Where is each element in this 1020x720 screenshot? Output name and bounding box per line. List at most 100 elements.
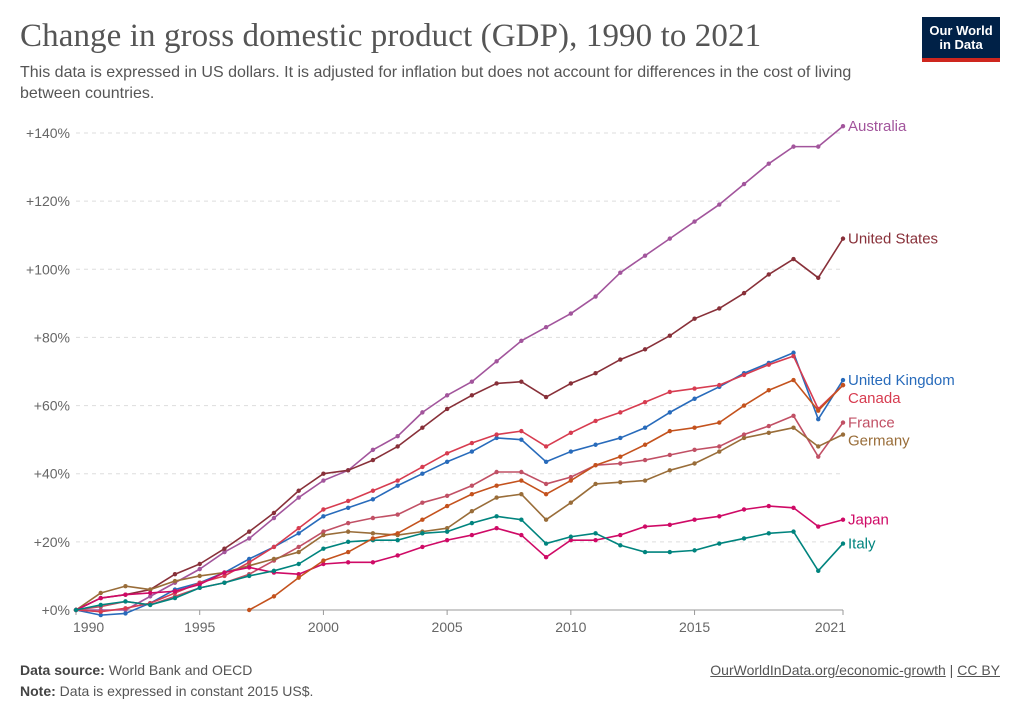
- series-point: [321, 478, 326, 483]
- series-point: [395, 444, 400, 449]
- series-point: [741, 435, 747, 441]
- series-point: [73, 607, 79, 613]
- series-point: [791, 425, 796, 430]
- series-point: [246, 565, 252, 570]
- series-point: [618, 357, 623, 362]
- series-point: [692, 447, 697, 453]
- series-point: [222, 580, 227, 585]
- series-point: [717, 449, 722, 454]
- series-point: [568, 381, 574, 386]
- series-point: [618, 410, 623, 415]
- series-point: [197, 585, 202, 591]
- series-point: [717, 514, 722, 519]
- series-point: [494, 514, 499, 519]
- series-point: [717, 420, 722, 425]
- series-point: [519, 478, 524, 483]
- series-point: [766, 531, 771, 536]
- license-link[interactable]: CC BY: [957, 662, 1000, 678]
- series-point: [618, 454, 623, 459]
- series-point: [494, 435, 499, 441]
- series-point: [148, 602, 153, 608]
- series-point: [469, 520, 475, 526]
- series-point: [543, 325, 549, 330]
- series-point: [568, 478, 574, 483]
- series-point: [321, 471, 326, 476]
- series-point: [345, 468, 351, 473]
- series-point: [766, 503, 771, 509]
- series-point: [321, 561, 326, 567]
- economic-growth-link[interactable]: OurWorldInData.org/economic-growth: [710, 662, 946, 678]
- series-point: [692, 386, 697, 391]
- series-point: [296, 526, 301, 531]
- series-point: [494, 469, 499, 475]
- series-point: [543, 444, 549, 449]
- series-point: [568, 537, 574, 543]
- series-point: [741, 507, 747, 512]
- series-point: [246, 560, 252, 565]
- series-point: [840, 377, 846, 383]
- series-label: Italy: [848, 536, 876, 553]
- series-point: [692, 461, 697, 466]
- series-point: [692, 219, 697, 224]
- series-point: [568, 534, 574, 539]
- series-point: [791, 350, 796, 355]
- series-point: [791, 353, 796, 359]
- series-point: [222, 570, 227, 575]
- series-point: [444, 537, 450, 543]
- x-tick-label: 2010: [555, 619, 586, 635]
- series-label: United Kingdom: [848, 372, 955, 389]
- series-point: [519, 379, 524, 384]
- series-point: [469, 532, 475, 538]
- y-tick-label: +60%: [34, 398, 70, 414]
- series-point: [370, 515, 376, 521]
- series-point: [420, 410, 425, 415]
- owid-logo[interactable]: Our World in Data: [922, 17, 1000, 62]
- y-tick-label: +100%: [26, 261, 70, 277]
- series-point: [741, 372, 747, 378]
- series-point: [98, 590, 103, 596]
- series-point: [667, 410, 673, 415]
- series-point: [420, 471, 425, 476]
- y-tick-label: +40%: [34, 466, 70, 482]
- series-point: [642, 399, 648, 405]
- chart-title: Change in gross domestic product (GDP), …: [20, 18, 762, 54]
- logo-line-2: in Data: [939, 36, 983, 52]
- series-point: [618, 543, 623, 548]
- series-point: [642, 425, 648, 430]
- series-point: [791, 413, 796, 418]
- series-point: [370, 457, 376, 463]
- series-point: [692, 548, 697, 553]
- series-point: [543, 459, 549, 464]
- series-point: [296, 544, 301, 550]
- note-label: Note:: [20, 683, 56, 699]
- series-point: [667, 549, 673, 555]
- series-point: [816, 144, 821, 149]
- y-tick-label: +0%: [42, 602, 70, 618]
- series-point: [296, 495, 301, 500]
- series-point: [766, 423, 771, 429]
- series-point: [692, 396, 697, 401]
- series-point: [395, 537, 400, 543]
- series-point: [593, 294, 598, 299]
- data-source-text: World Bank and OECD: [108, 662, 253, 678]
- series-point: [271, 556, 277, 562]
- series-point: [370, 560, 376, 565]
- series-point: [420, 464, 425, 470]
- series-point: [321, 529, 326, 534]
- series-point: [222, 549, 227, 555]
- series-point: [840, 123, 846, 129]
- series-point: [271, 544, 277, 550]
- series-point: [543, 481, 549, 487]
- series-point: [148, 594, 153, 599]
- x-tick-label: 2000: [308, 619, 339, 635]
- x-tick-label: 2015: [679, 619, 710, 635]
- series-point: [840, 420, 846, 425]
- series-point: [840, 236, 846, 241]
- series-point: [246, 536, 252, 541]
- series-point: [741, 432, 747, 437]
- series-point: [345, 560, 351, 565]
- series-point: [197, 561, 202, 567]
- series-point: [519, 517, 524, 522]
- logo-line-1: Our World: [929, 22, 993, 38]
- series-point: [741, 403, 747, 408]
